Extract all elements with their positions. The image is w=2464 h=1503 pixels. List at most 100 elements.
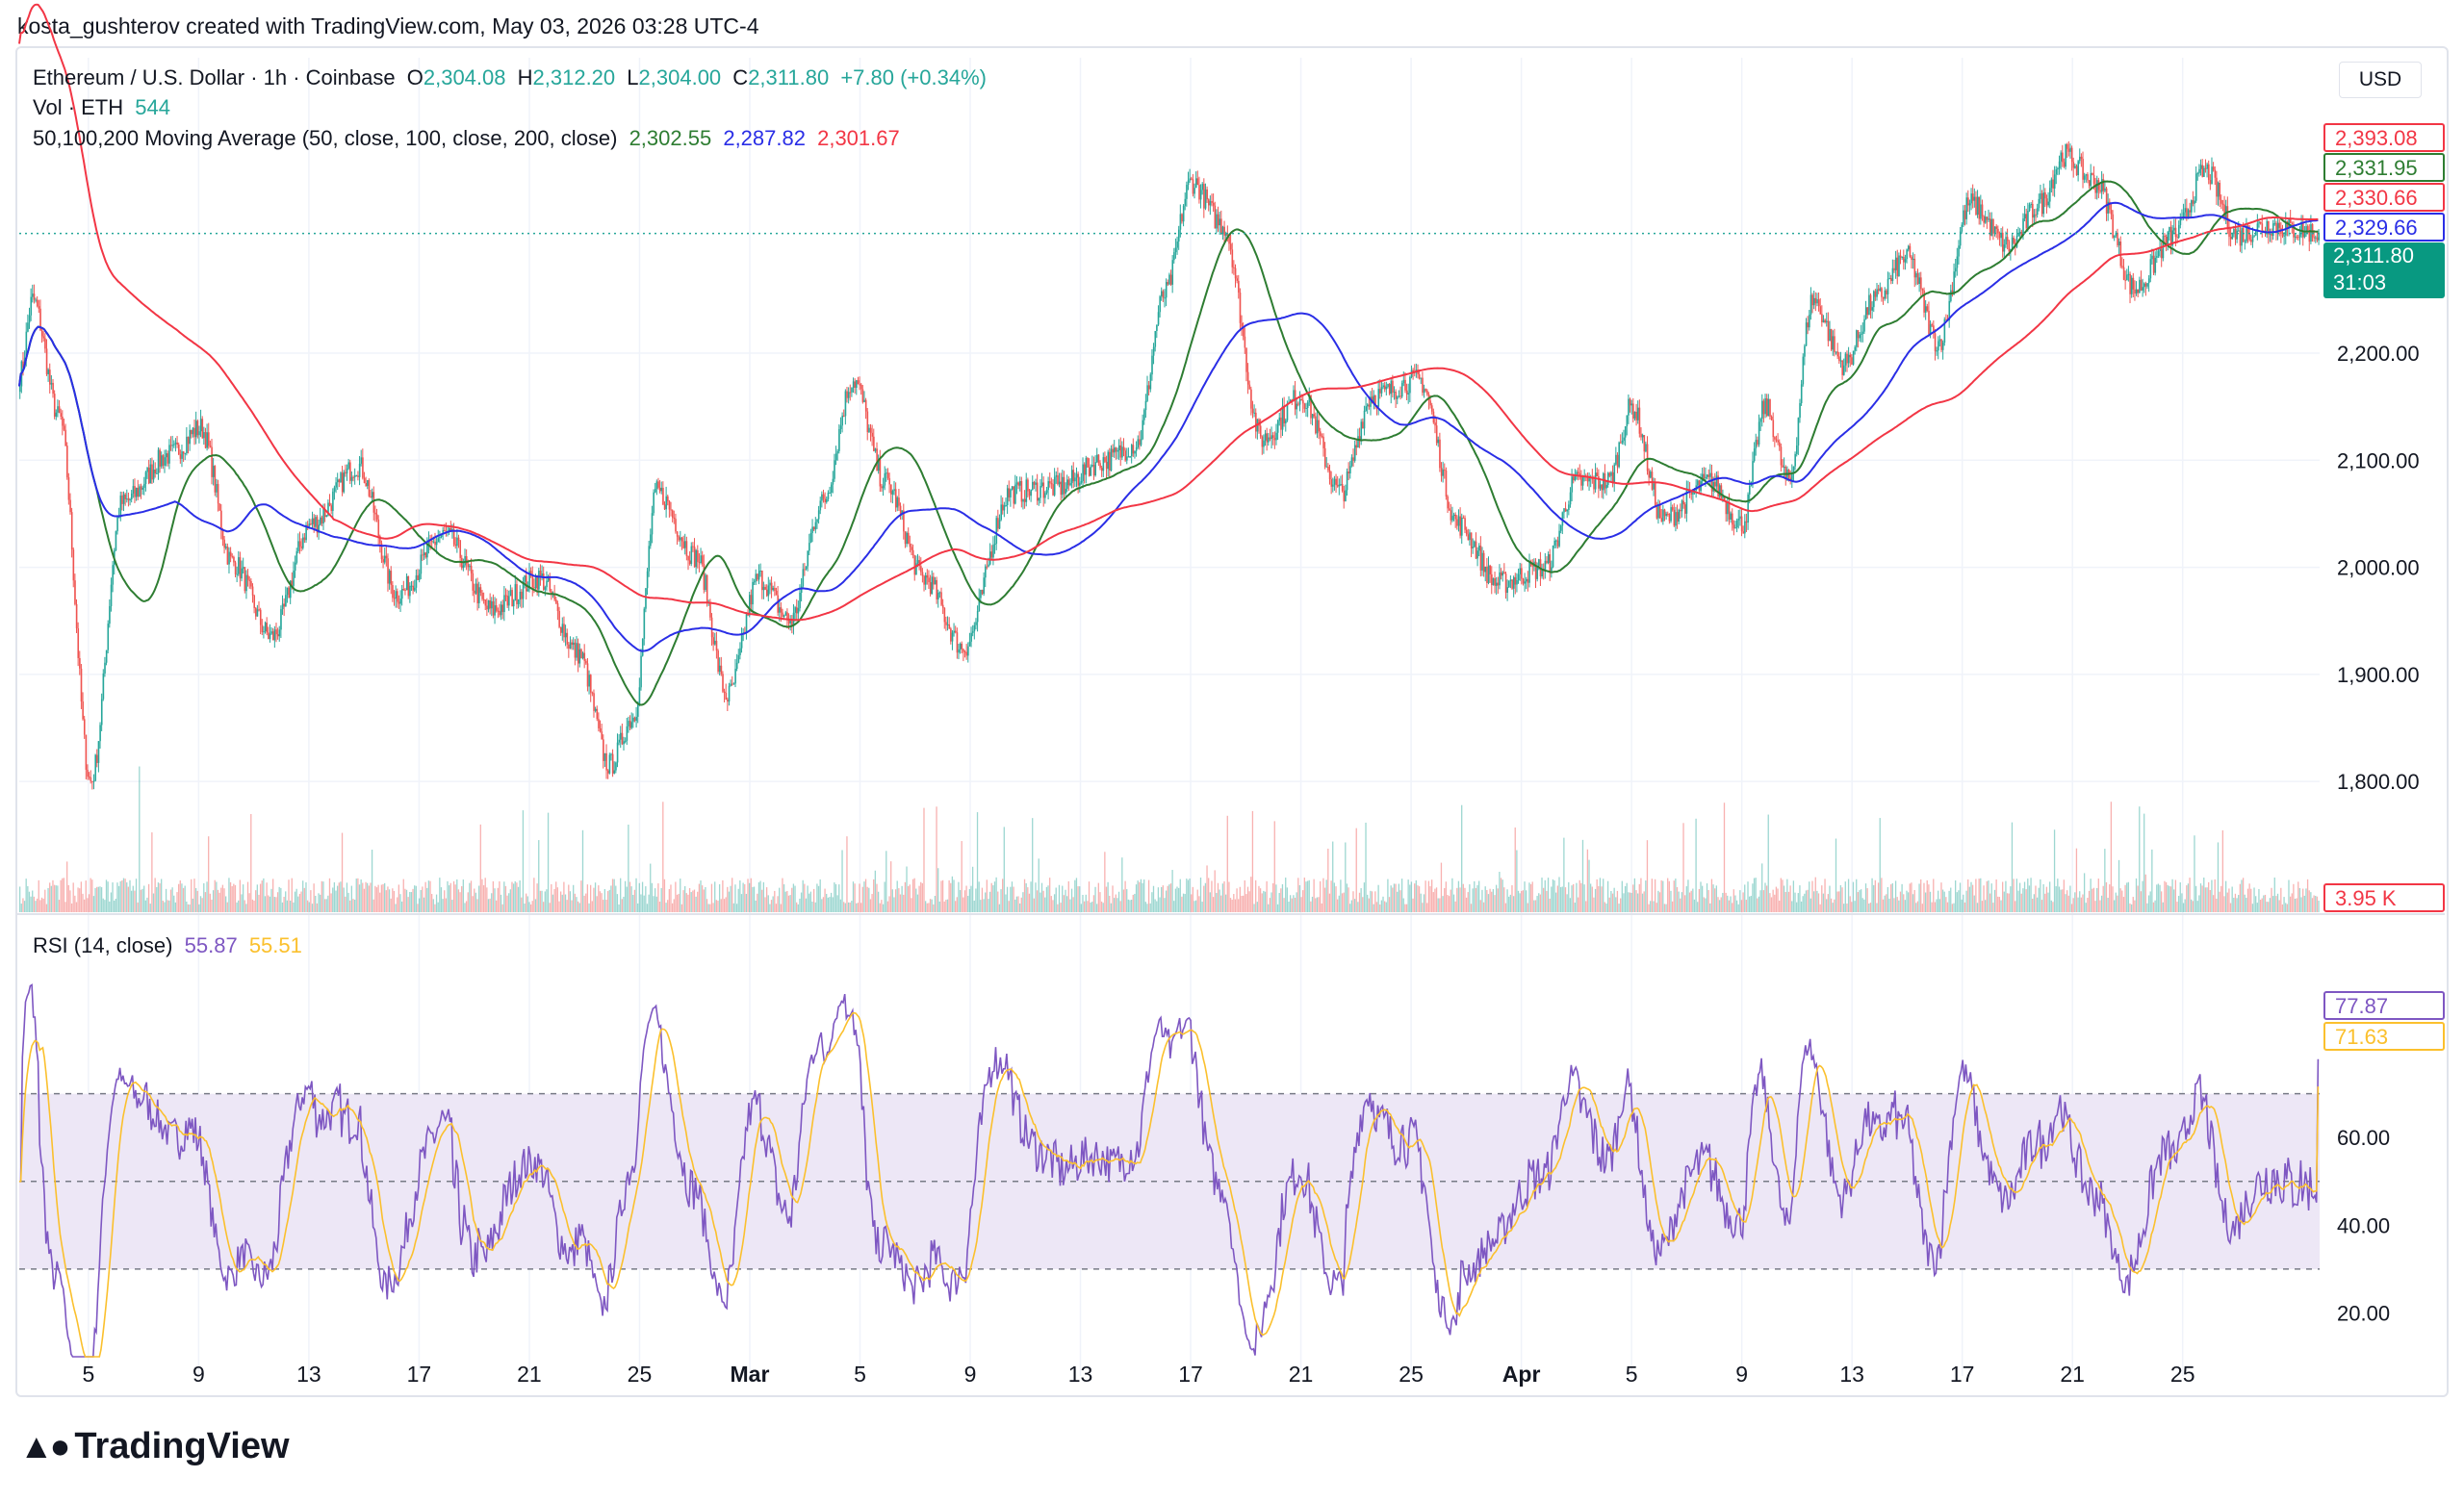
candle-body <box>650 534 652 547</box>
volume-bar <box>1107 881 1109 912</box>
volume-bar <box>2214 879 2216 912</box>
volume-bar <box>194 887 197 912</box>
volume-bar <box>876 883 878 912</box>
volume-bar <box>1877 882 1880 912</box>
volume-bar <box>745 893 748 912</box>
volume-bar <box>838 884 840 912</box>
volume-bar <box>2278 900 2280 912</box>
candle-body <box>2291 222 2294 224</box>
volume-bar <box>1375 902 1378 912</box>
volume-bar <box>345 896 346 912</box>
candle-body <box>1524 581 1526 584</box>
volume-bar <box>228 878 230 912</box>
candle-body <box>929 582 932 595</box>
candle-body <box>506 595 509 606</box>
volume-bar <box>346 882 348 912</box>
candle-body <box>50 382 53 385</box>
candle-body <box>248 579 251 581</box>
candle-body <box>30 296 33 316</box>
volume-bar <box>508 893 510 912</box>
candle-body <box>1139 439 1141 446</box>
volume-bar <box>783 884 785 912</box>
candle-body <box>864 399 867 412</box>
volume-bar <box>2140 891 2143 912</box>
candle-body <box>53 394 56 417</box>
candle-body <box>633 717 636 722</box>
currency-button[interactable]: USD <box>2339 62 2422 98</box>
tradingview-logo-icon: ▲● <box>19 1426 70 1465</box>
candle-body <box>511 590 513 607</box>
volume-bar <box>482 884 485 912</box>
volume-bar <box>1484 886 1486 912</box>
volume-bar <box>1841 887 1843 912</box>
volume-bar <box>657 883 659 912</box>
candle-body <box>1305 407 1307 409</box>
tradingview-brand[interactable]: ▲● TradingView <box>19 1426 290 1467</box>
volume-bar <box>1405 904 1408 912</box>
time-tick-label: 17 <box>1178 1362 1203 1387</box>
candle-body <box>727 699 729 702</box>
volume-bar <box>1764 882 1766 912</box>
candle-body <box>1276 420 1279 433</box>
candle-body <box>1327 466 1329 471</box>
volume-bar <box>1055 887 1057 912</box>
volume-bar <box>171 887 173 912</box>
volume-bar <box>2231 886 2233 912</box>
volume-bar <box>2228 888 2230 912</box>
candle-body <box>536 575 539 590</box>
volume-bar <box>1482 902 1485 912</box>
volume-bar <box>1727 895 1729 912</box>
candle-body <box>1423 389 1425 394</box>
volume-bar <box>730 885 732 912</box>
volume-bar <box>91 879 93 912</box>
volume-bar <box>2057 879 2059 912</box>
volume-bar <box>913 878 915 912</box>
candle-body <box>1479 546 1482 571</box>
volume-bar <box>616 894 619 912</box>
candle-body <box>2268 220 2270 235</box>
candle-body <box>1198 185 1200 200</box>
volume-bar <box>1426 903 1428 912</box>
volume-bar <box>931 899 933 912</box>
volume-bar <box>1291 898 1293 912</box>
candle-body <box>1137 439 1140 448</box>
volume-bar <box>1881 878 1883 912</box>
volume-bar <box>928 903 930 912</box>
candle-body <box>1769 398 1771 417</box>
candle-body <box>1348 471 1350 473</box>
volume-bar <box>1835 838 1837 912</box>
volume-bar <box>1542 887 1545 912</box>
volume-bar <box>1511 885 1513 912</box>
candle-body <box>36 299 38 307</box>
candle-body <box>1022 498 1024 502</box>
volume-bar <box>2239 883 2241 912</box>
volume-bar <box>1212 897 1215 912</box>
candle-body <box>913 555 916 575</box>
candle-body <box>1002 504 1004 511</box>
candle-body <box>973 624 976 632</box>
candle-body <box>561 624 564 633</box>
candle-body <box>358 463 361 477</box>
candle-body <box>970 632 972 642</box>
candle-body <box>1909 245 1912 257</box>
volume-bar <box>2122 897 2125 912</box>
candle-body <box>300 546 303 548</box>
volume-bar <box>2192 901 2194 912</box>
candle-body <box>2288 218 2290 228</box>
candle-body <box>28 315 31 323</box>
volume-bar <box>2105 881 2108 912</box>
candle-body <box>1388 384 1391 395</box>
volume-bar <box>911 879 914 912</box>
volume-bar <box>2194 885 2197 912</box>
volume-bar <box>1057 904 1059 912</box>
candle-body <box>1874 291 1877 297</box>
volume-bar <box>397 897 398 912</box>
candle-body <box>1033 481 1036 485</box>
candle-body <box>2261 223 2264 232</box>
candle-body <box>380 543 383 560</box>
volume-bar <box>1753 878 1756 912</box>
volume-bar <box>1336 899 1339 912</box>
candle-body <box>1368 404 1371 407</box>
volume-bar <box>1442 896 1444 912</box>
